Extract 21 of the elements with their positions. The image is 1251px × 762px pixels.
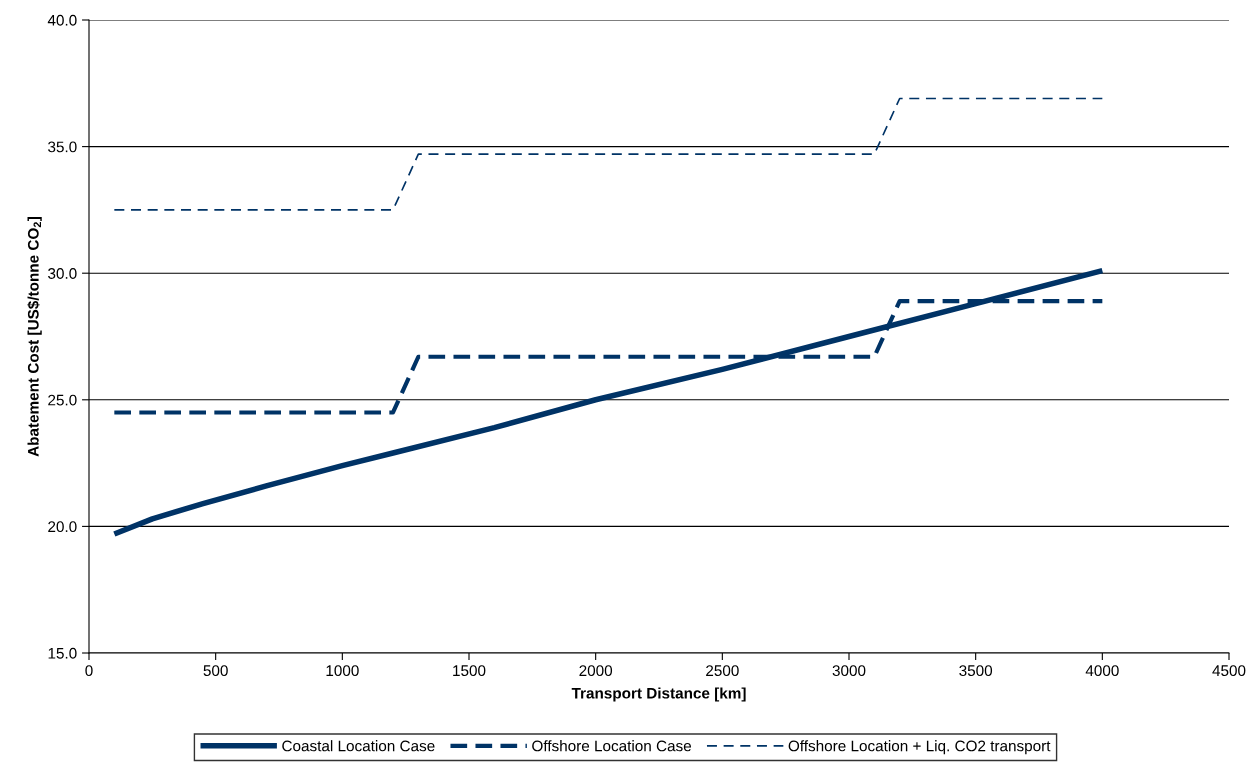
x-tick-label: 3500 [959,665,993,677]
y-tick-label: 20.0 [48,521,77,533]
legend-label: Offshore Location Case [532,740,692,752]
x-tick-label: 3000 [832,665,866,677]
x-tick-label: 1000 [326,665,359,677]
x-tick-label: 500 [203,665,228,677]
x-axis-title: Transport Distance [km] [571,687,746,702]
legend-label: Offshore Location + Liq. CO2 transport [788,740,1051,755]
x-tick-label: 1500 [453,665,486,677]
x-tick-label: 4000 [1085,665,1119,677]
x-tick-label: 4500 [1212,665,1246,677]
y-tick-label: 25.0 [48,394,77,406]
y-axis-title: Abatement Cost [US$/tonne CO$_{2}$] [27,216,42,457]
x-tick-label: 2000 [579,665,613,677]
y-tick-label: 30.0 [48,268,77,279]
y-tick-label: 40.0 [47,14,77,26]
legend-label: Coastal Location Case [282,740,435,752]
x-tick-label: 0 [85,665,93,677]
x-tick-label: 2500 [706,665,739,677]
y-tick-label: 15.0 [48,647,77,659]
y-tick-label: 35.0 [48,141,77,153]
